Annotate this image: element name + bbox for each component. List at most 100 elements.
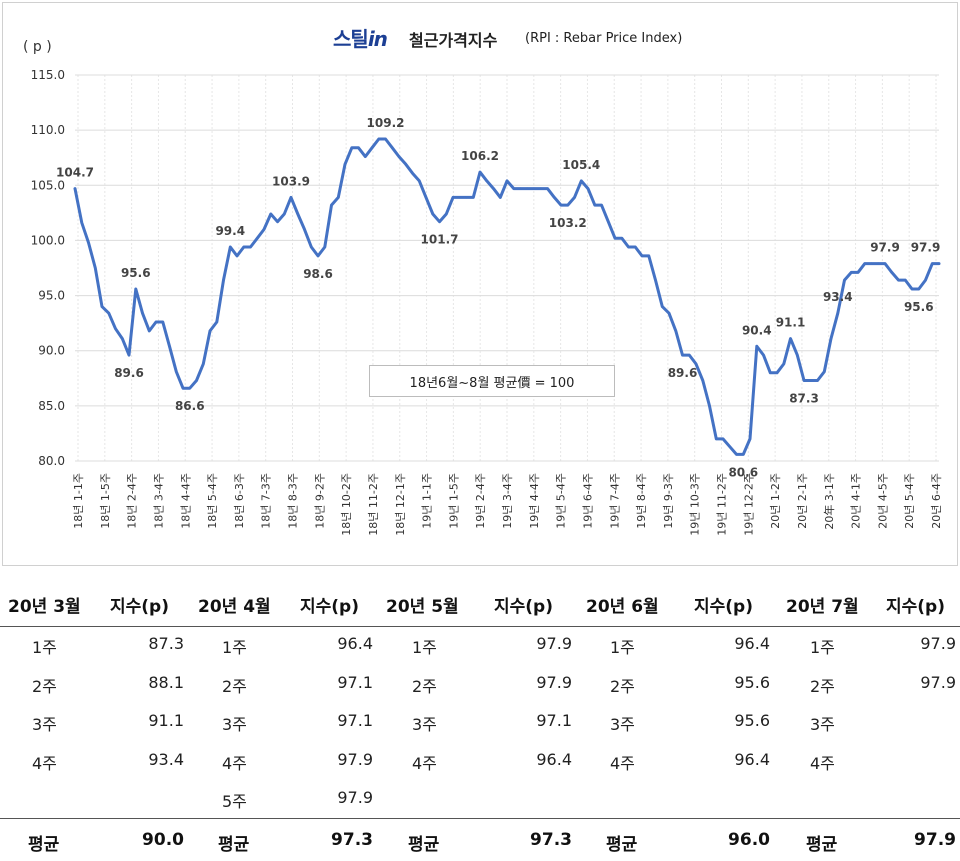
week-label: 2주 — [610, 676, 635, 696]
x-tick-label: 19년 11-2주 — [716, 473, 729, 536]
data-label: 98.6 — [303, 267, 333, 281]
data-point — [512, 187, 515, 190]
data-point — [789, 337, 792, 340]
data-point — [188, 387, 191, 390]
data-label: 106.2 — [461, 149, 499, 163]
week-index-value: 97.9 — [536, 672, 572, 692]
data-point — [424, 196, 428, 199]
data-point — [431, 212, 434, 216]
y-tick-label: 105.0 — [31, 178, 65, 192]
data-point — [114, 327, 117, 330]
data-point — [87, 241, 90, 244]
data-label: 103.9 — [272, 174, 310, 188]
data-label: 91.1 — [776, 316, 806, 330]
data-point — [613, 237, 617, 240]
data-point — [870, 262, 873, 265]
data-point — [688, 353, 691, 357]
data-point — [472, 196, 475, 199]
data-point — [195, 379, 198, 382]
data-point — [161, 320, 164, 324]
data-point — [492, 187, 495, 190]
data-point — [850, 271, 853, 274]
week-index-value: 96.4 — [734, 634, 770, 653]
data-point — [836, 312, 839, 315]
footer-rule — [0, 818, 960, 819]
data-point — [782, 362, 785, 366]
data-point — [229, 245, 232, 249]
data-point — [175, 370, 178, 373]
data-point — [924, 278, 927, 282]
data-point — [802, 379, 806, 382]
header-index: 지수(p) — [300, 597, 359, 617]
data-point — [269, 212, 272, 216]
x-tick-label: 18년 1-5주 — [99, 473, 112, 529]
data-label: 80.6 — [728, 465, 758, 479]
y-tick-label: 100.0 — [31, 233, 65, 247]
week-label: 1주 — [222, 638, 247, 657]
data-point — [330, 203, 333, 207]
x-tick-label: 18년 7-3주 — [260, 473, 273, 529]
data-point — [289, 196, 293, 199]
data-point — [337, 196, 340, 199]
data-point — [715, 437, 718, 441]
data-point — [262, 228, 266, 231]
data-label: 95.6 — [904, 300, 934, 314]
x-tick-label: 18년 4-4주 — [179, 473, 192, 529]
data-point — [235, 254, 239, 258]
data-point — [573, 196, 576, 199]
data-point — [499, 196, 502, 199]
data-point — [350, 146, 353, 149]
data-point — [829, 337, 833, 340]
data-point — [141, 312, 144, 315]
data-label: 97.9 — [870, 241, 900, 255]
x-tick-label: 18년 3-4주 — [152, 473, 165, 529]
data-point — [647, 254, 650, 258]
data-label: 99.4 — [215, 224, 245, 238]
data-point — [296, 212, 299, 216]
header-month: 20년 4월 — [198, 597, 271, 617]
chart-panel: 115.0 110.0 105.0 100.0 95.0 90.0 85.0 80.0 18년 … — [2, 2, 958, 566]
monthly-index-table: 20년 3월 지수(p) 20년 4월 지수(p) 20년 5월 지수(p) 20년 6월 지… — [0, 580, 960, 861]
data-point — [276, 220, 279, 223]
week-index-value: 97.1 — [536, 711, 572, 730]
data-point — [748, 437, 752, 441]
x-tick-label: 18년 6-3주 — [233, 473, 246, 529]
data-point — [222, 278, 225, 282]
week-label: 2주 — [222, 676, 247, 696]
x-tick-label: 19년 12-2주 — [742, 473, 755, 536]
data-point — [465, 196, 468, 199]
baseline-note: 18년6월~8월 평균價 = 100 — [369, 365, 615, 397]
y-tick-label: 90.0 — [38, 344, 65, 358]
data-label: 101.7 — [421, 233, 459, 247]
data-point — [809, 379, 812, 382]
x-tick-label: 18년 10-2주 — [340, 473, 353, 536]
data-point — [80, 221, 83, 224]
data-point — [154, 320, 158, 324]
data-point — [357, 146, 360, 149]
data-point — [256, 237, 259, 240]
data-point — [931, 262, 934, 265]
average-value: 97.3 — [530, 830, 572, 850]
data-point — [721, 437, 725, 441]
week-label: 4주 — [32, 753, 57, 773]
data-point — [181, 387, 185, 390]
data-point — [708, 404, 711, 408]
week-index-value: 96.4 — [337, 634, 373, 653]
data-point — [863, 262, 866, 265]
week-index-value: 96.4 — [536, 749, 572, 769]
average-label: 평균 — [218, 835, 250, 855]
data-point — [127, 353, 131, 357]
week-label: 2주 — [412, 676, 437, 696]
data-label: 103.2 — [549, 216, 587, 230]
data-point — [404, 163, 407, 166]
week-index-value: 96.4 — [734, 749, 770, 769]
data-point — [303, 228, 306, 231]
data-point — [418, 179, 421, 183]
data-point — [445, 212, 448, 216]
data-point — [478, 170, 482, 174]
week-label: 1주 — [610, 638, 635, 657]
data-point — [148, 329, 151, 333]
data-point — [242, 245, 245, 249]
data-point — [816, 379, 819, 382]
table-header-row: 20년 3월 지수(p) 20년 4월 지수(p) 20년 5월 지수(p) 20년 6월 지… — [0, 580, 960, 624]
